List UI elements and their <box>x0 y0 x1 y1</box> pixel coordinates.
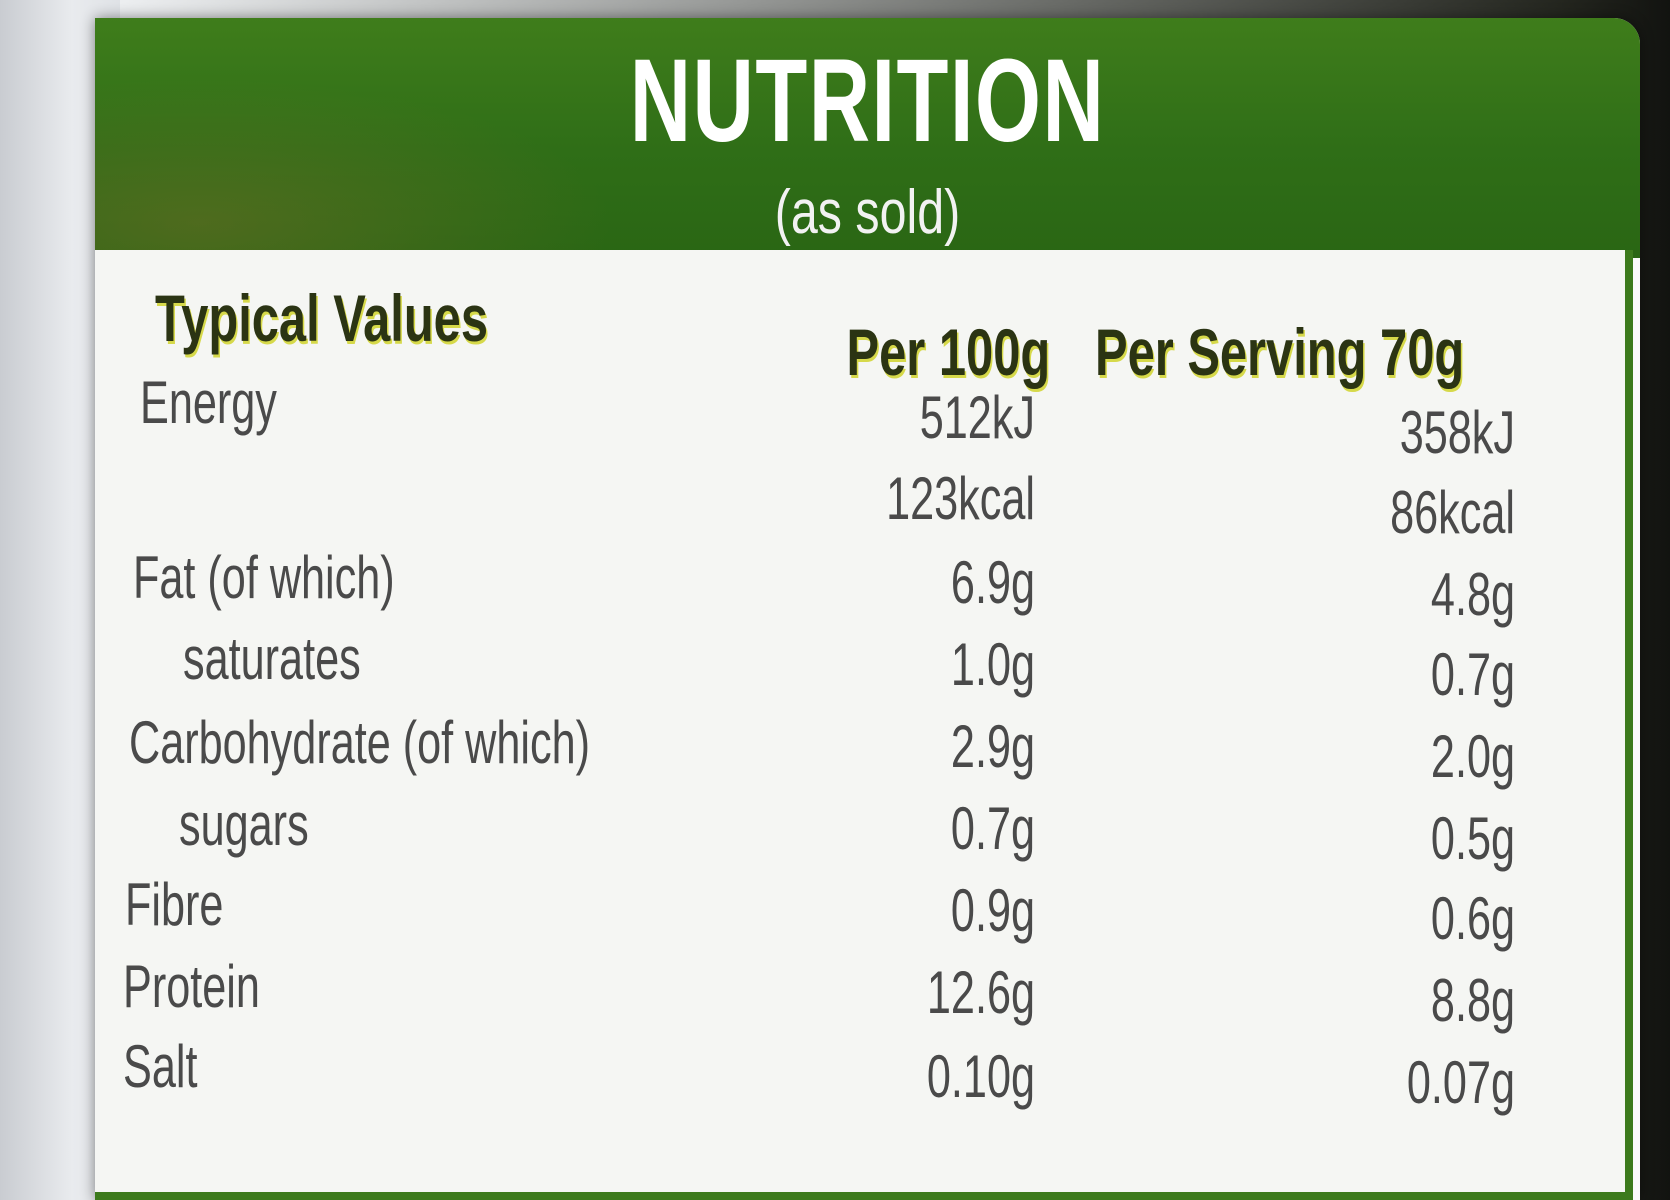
energy-kcal-per-serving: 86kcal <box>1390 479 1515 546</box>
label-subtitle: (as sold) <box>774 178 961 247</box>
fibre-per-serving: 0.6g <box>1430 885 1515 952</box>
energy-kj-per-100g: 512kJ <box>919 384 1035 451</box>
sugars-per-serving: 0.5g <box>1430 805 1515 872</box>
carbohydrate-per-serving: 2.0g <box>1430 723 1515 790</box>
label-header: NUTRITION (as sold) <box>95 18 1640 258</box>
column-header-typical-values: Typical Values <box>155 281 489 355</box>
row-label-fat: Fat (of which) <box>133 544 395 611</box>
sugars-per-100g: 0.7g <box>950 795 1035 862</box>
nutrition-label: NUTRITION (as sold) Typical Values Per 1… <box>95 18 1640 1200</box>
row-label-sugars: sugars <box>179 791 309 858</box>
salt-per-100g: 0.10g <box>926 1043 1035 1110</box>
row-label-salt: Salt <box>123 1033 198 1100</box>
fibre-per-100g: 0.9g <box>950 877 1035 944</box>
protein-per-serving: 8.8g <box>1430 967 1515 1034</box>
energy-kcal-per-100g: 123kcal <box>886 465 1035 532</box>
row-label-protein: Protein <box>123 953 260 1020</box>
row-label-energy: Energy <box>140 369 277 436</box>
protein-per-100g: 12.6g <box>926 959 1035 1026</box>
fat-per-serving: 4.8g <box>1430 561 1515 628</box>
salt-per-serving: 0.07g <box>1406 1049 1515 1116</box>
row-label-saturates: saturates <box>183 625 361 692</box>
label-title: NUTRITION <box>629 35 1106 167</box>
header-shadow <box>95 78 615 258</box>
saturates-per-serving: 0.7g <box>1430 641 1515 708</box>
column-header-per-serving: Per Serving 70g <box>1095 315 1465 389</box>
nutrition-table <box>95 250 1633 1200</box>
carbohydrate-per-100g: 2.9g <box>950 713 1035 780</box>
fat-per-100g: 6.9g <box>950 549 1035 616</box>
row-label-fibre: Fibre <box>125 871 224 938</box>
row-label-carbohydrate: Carbohydrate (of which) <box>129 709 591 776</box>
energy-kj-per-serving: 358kJ <box>1399 399 1515 466</box>
column-header-per-100g: Per 100g <box>846 315 1051 389</box>
saturates-per-100g: 1.0g <box>950 631 1035 698</box>
